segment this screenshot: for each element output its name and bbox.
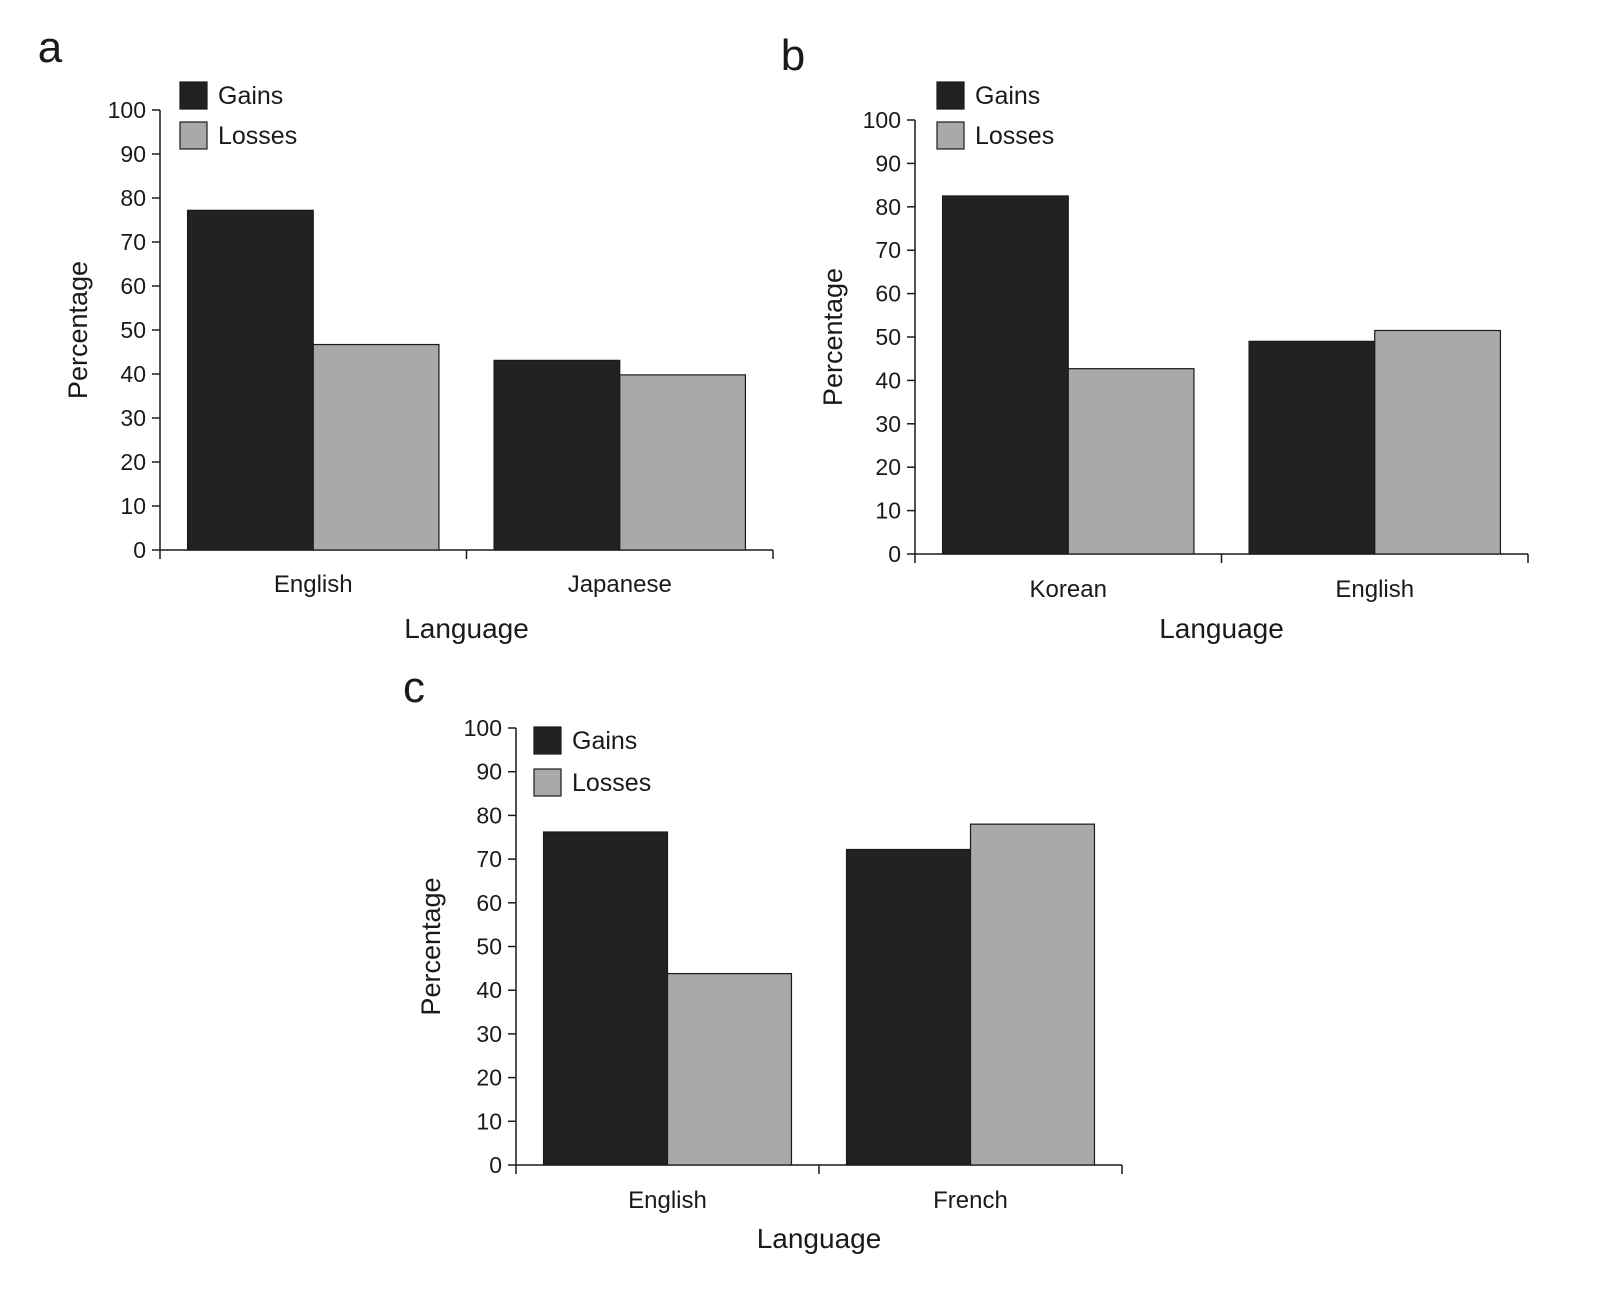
y-tick-label: 80	[875, 194, 901, 220]
legend-swatch-gains	[533, 726, 562, 755]
bar-gains-english	[1248, 340, 1376, 555]
bar-losses-english	[1374, 329, 1502, 555]
y-tick-label: 30	[120, 405, 146, 431]
legend-label: Gains	[975, 82, 1040, 110]
y-tick-label: 50	[875, 324, 901, 350]
chart-panel-c: c 0 10 20 30 40 50 60 70 80 90 100 English French Lang…	[403, 663, 1123, 1254]
panel-letter: c	[403, 663, 425, 712]
y-tick-label: 80	[476, 802, 502, 828]
x-axis-label: Language	[1159, 613, 1284, 644]
y-tick-label: 100	[464, 715, 502, 741]
y-tick-label: 0	[133, 537, 146, 563]
x-tick-label: Korean	[1030, 576, 1107, 603]
y-tick-label: 10	[875, 498, 901, 524]
panel-letter: b	[781, 31, 805, 80]
chart-panel-b: b 0 10 20 30 40 50 60 70 80 90 100 Korean English Lang…	[781, 31, 1529, 644]
y-tick-label: 40	[476, 977, 502, 1003]
y-tick-label: 90	[476, 759, 502, 785]
y-tick-label: 50	[120, 317, 146, 343]
bar-losses-korean	[1067, 368, 1195, 555]
legend-swatch-losses	[936, 121, 965, 150]
y-tick-label: 60	[120, 273, 146, 299]
x-tick-label: French	[933, 1187, 1008, 1214]
y-tick-label: 70	[120, 229, 146, 255]
bar-gains-english	[186, 209, 314, 551]
y-tick-label: 0	[489, 1152, 502, 1178]
y-tick-label: 70	[875, 237, 901, 263]
y-tick-label: 100	[863, 107, 901, 133]
y-tick-label: 90	[120, 141, 146, 167]
y-tick-label: 40	[875, 367, 901, 393]
legend-label: Losses	[975, 122, 1054, 150]
bar-gains-english	[542, 831, 669, 1166]
y-axis-label: Percentage	[818, 268, 848, 406]
y-tick-label: 70	[476, 846, 502, 872]
bar-gains-japanese	[493, 359, 621, 551]
y-tick-label: 10	[120, 493, 146, 519]
legend-label: Gains	[218, 82, 283, 110]
y-tick-label: 20	[476, 1065, 502, 1091]
bar-losses-english	[666, 972, 793, 1166]
y-tick-label: 50	[476, 934, 502, 960]
x-axis-label: Language	[757, 1223, 882, 1254]
y-tick-label: 90	[875, 150, 901, 176]
legend-label: Losses	[218, 122, 297, 150]
y-tick-label: 0	[888, 541, 901, 567]
y-axis-label: Percentage	[63, 261, 93, 399]
y-tick-label: 40	[120, 361, 146, 387]
y-tick-label: 80	[120, 185, 146, 211]
x-tick-label: English	[1335, 576, 1414, 603]
bar-gains-korean	[941, 195, 1069, 555]
x-axis-label: Language	[404, 613, 529, 644]
x-tick-label: English	[628, 1187, 707, 1214]
legend-swatch-losses	[179, 121, 208, 150]
y-tick-label: 20	[120, 449, 146, 475]
bar-losses-french	[969, 823, 1096, 1166]
y-tick-label: 10	[476, 1108, 502, 1134]
x-tick-label: Japanese	[568, 571, 672, 598]
legend-label: Gains	[572, 727, 637, 755]
y-tick-label: 60	[875, 281, 901, 307]
bar-gains-french	[845, 848, 972, 1166]
bar-losses-japanese	[619, 374, 747, 551]
legend-label: Losses	[572, 769, 651, 797]
x-tick-label: English	[274, 571, 353, 598]
bar-losses-english	[312, 343, 440, 551]
legend-swatch-gains	[179, 81, 208, 110]
y-tick-label: 20	[875, 454, 901, 480]
panel-letter: a	[38, 23, 63, 72]
y-tick-label: 100	[108, 97, 146, 123]
y-axis-label: Percentage	[416, 877, 446, 1015]
chart-panel-a: a 0 10 20 30 40 50 60 70 80 90 100 English Japanese La…	[38, 23, 774, 644]
y-tick-label: 30	[875, 411, 901, 437]
legend-swatch-gains	[936, 81, 965, 110]
legend-swatch-losses	[533, 768, 562, 797]
y-tick-label: 60	[476, 890, 502, 916]
y-tick-label: 30	[476, 1021, 502, 1047]
